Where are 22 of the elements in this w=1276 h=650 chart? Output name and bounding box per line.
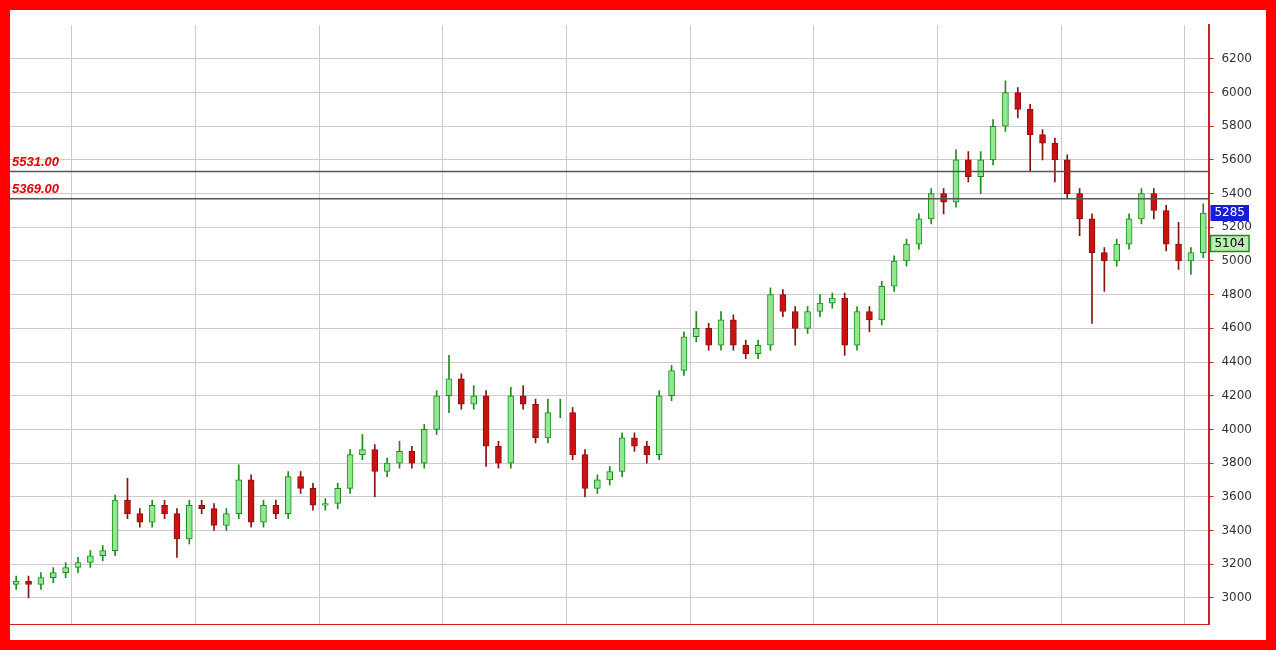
y-tick-label: 5600	[1221, 152, 1253, 167]
y-tick-label: 3600	[1221, 488, 1253, 503]
y-tick-label: 4200	[1221, 387, 1253, 402]
annotation: 5104	[1214, 235, 1246, 250]
y-tick-label: 4400	[1221, 354, 1253, 369]
y-tick-label: 3400	[1221, 522, 1253, 537]
y-tick-label: 3200	[1221, 556, 1253, 571]
ref-line-label: 5531.00	[12, 153, 60, 169]
y-tick-label: 6200	[1221, 51, 1253, 66]
y-tick-label: 4600	[1221, 320, 1253, 335]
y-tick-label: 5800	[1221, 118, 1253, 133]
y-tick-label: 3000	[1221, 589, 1253, 604]
y-tick-label: 4000	[1221, 421, 1253, 436]
y-tick-label: 5000	[1221, 253, 1253, 268]
y-tick-label: 3800	[1221, 455, 1253, 470]
y-tick-label: 5400	[1221, 185, 1253, 200]
y-tick-label: 5200	[1221, 219, 1253, 234]
candlestick	[321, 498, 329, 511]
y-tick-label: 4800	[1221, 286, 1253, 301]
y-tick-label: 6000	[1221, 84, 1253, 99]
annotation: 5285	[1214, 205, 1246, 220]
ref-line-label: 5369.00	[12, 180, 60, 196]
